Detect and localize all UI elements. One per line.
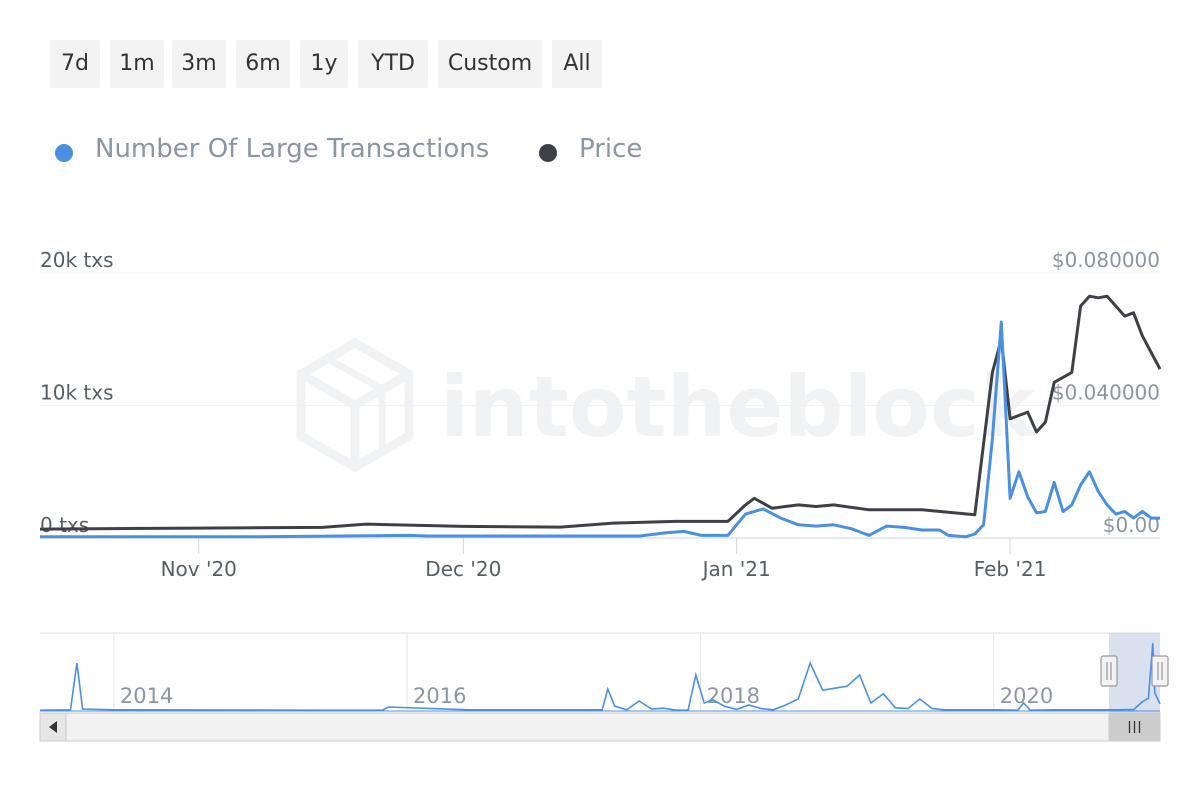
navigator-year-label: 2020 — [1000, 684, 1053, 708]
legend-marker-price — [539, 144, 557, 162]
navigator-handle-right[interactable] — [1151, 655, 1169, 687]
y-axis-left: 20k txs 10k txs 0 txs — [40, 248, 114, 537]
navigator-line — [39, 642, 1161, 712]
range-button-7d[interactable]: 7d — [50, 40, 100, 88]
legend-item-large-transactions[interactable]: Number Of Large Transactions — [55, 130, 515, 174]
navigator-handle-body[interactable] — [1100, 655, 1118, 687]
navigator-year-grid: 2014 2016 2018 2020 — [113, 633, 1053, 711]
y-axis-left-tick-label: 20k txs — [40, 248, 114, 272]
navigator-handles — [1100, 655, 1169, 687]
series-price — [39, 294, 1162, 531]
navigator-year-label: 2014 — [120, 684, 173, 708]
range-button-1y[interactable]: 1y — [300, 40, 348, 88]
range-button-3m[interactable]: 3m — [172, 40, 226, 88]
range-button-6m[interactable]: 6m — [236, 40, 290, 88]
x-axis-tick-label: Nov '20 — [161, 557, 237, 581]
y-axis-left-tick-label: 10k txs — [40, 381, 114, 405]
legend-marker-large-transactions — [55, 144, 73, 162]
series-layer — [39, 294, 1162, 539]
scrollbar[interactable] — [39, 712, 1161, 742]
scrollbar-grip-icon — [1128, 721, 1141, 733]
scrollbar-track[interactable] — [39, 712, 1161, 742]
x-axis-tick-label: Jan '21 — [701, 557, 771, 581]
x-axis-tick-label: Dec '20 — [425, 557, 501, 581]
range-button-all[interactable]: All — [552, 40, 602, 88]
navigator-year-label: 2018 — [707, 684, 760, 708]
navigator-series — [39, 642, 1161, 712]
x-axis: Nov '20 Dec '20 Jan '21 Feb '21 — [161, 538, 1047, 581]
scroll-left-arrow-icon — [49, 721, 57, 733]
large-transactions-line — [40, 320, 1160, 539]
navigator-handle-left[interactable] — [1100, 655, 1118, 687]
legend-label-large-transactions: Number Of Large Transactions — [95, 134, 490, 164]
watermark-text: intotheblock — [440, 358, 1038, 456]
watermark-logo: intotheblock — [296, 337, 1038, 473]
legend-item-price[interactable]: Price — [539, 130, 659, 174]
y-axis-right: $0.080000$0.040000$0.00 — [1052, 248, 1160, 537]
y-axis-right-tick-label: $0.080000 — [1052, 248, 1160, 272]
range-button-custom[interactable]: Custom — [438, 40, 542, 88]
series-large-transactions — [39, 320, 1161, 539]
range-button-ytd[interactable]: YTD — [358, 40, 428, 88]
navigator-year-label: 2016 — [413, 684, 466, 708]
range-button-1m[interactable]: 1m — [110, 40, 164, 88]
navigator-handle-body[interactable] — [1151, 655, 1169, 687]
watermark-cube-icon — [296, 337, 414, 473]
navigator: 2014 2016 2018 2020 — [39, 632, 1169, 713]
y-axis-right-tick-label: $0.040000 — [1052, 381, 1160, 405]
gridlines — [40, 272, 1160, 539]
price-line — [39, 294, 1162, 531]
legend-label-price: Price — [579, 134, 643, 164]
x-axis-tick-label: Feb '21 — [974, 557, 1047, 581]
y-axis-left-tick-label: 0 txs — [40, 513, 89, 537]
